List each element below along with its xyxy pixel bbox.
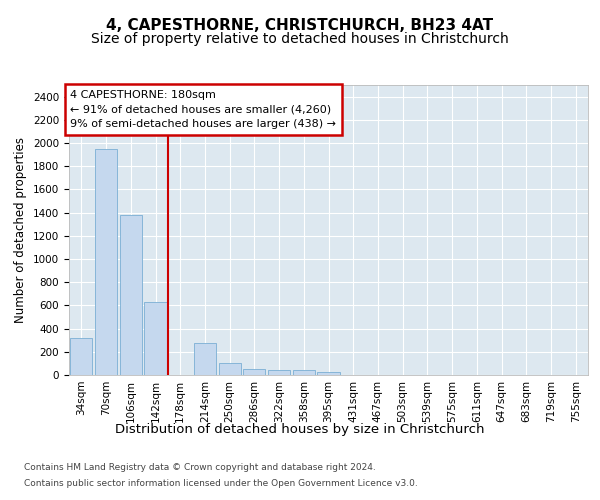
Bar — [70, 338, 92, 375]
Bar — [243, 368, 265, 375]
Bar — [145, 302, 167, 375]
Text: Size of property relative to detached houses in Christchurch: Size of property relative to detached ho… — [91, 32, 509, 46]
Bar — [218, 364, 241, 375]
Bar — [268, 370, 290, 375]
Bar — [95, 149, 117, 375]
Text: Contains HM Land Registry data © Crown copyright and database right 2024.: Contains HM Land Registry data © Crown c… — [24, 464, 376, 472]
Bar — [119, 215, 142, 375]
Bar — [293, 370, 315, 375]
Text: 4, CAPESTHORNE, CHRISTCHURCH, BH23 4AT: 4, CAPESTHORNE, CHRISTCHURCH, BH23 4AT — [106, 18, 494, 32]
Y-axis label: Number of detached properties: Number of detached properties — [14, 137, 28, 323]
Bar — [194, 342, 216, 375]
Text: Distribution of detached houses by size in Christchurch: Distribution of detached houses by size … — [115, 422, 485, 436]
Bar — [317, 372, 340, 375]
Text: Contains public sector information licensed under the Open Government Licence v3: Contains public sector information licen… — [24, 478, 418, 488]
Text: 4 CAPESTHORNE: 180sqm
← 91% of detached houses are smaller (4,260)
9% of semi-de: 4 CAPESTHORNE: 180sqm ← 91% of detached … — [70, 90, 336, 129]
